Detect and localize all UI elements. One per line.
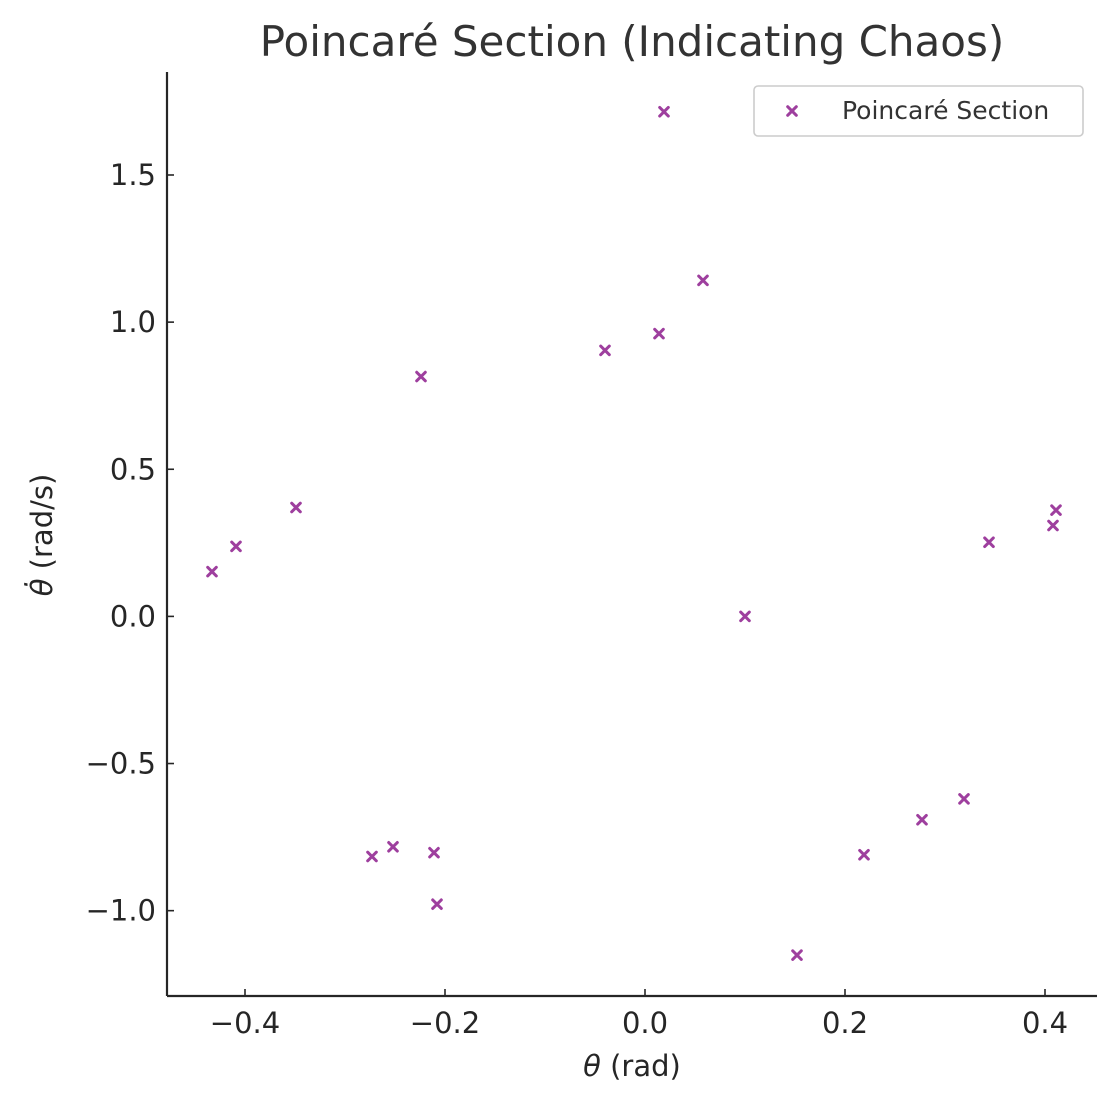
marker-stroke bbox=[916, 813, 928, 826]
legend-label: Poincaré Section bbox=[842, 96, 1049, 125]
data-point bbox=[366, 850, 378, 863]
legend-marker bbox=[786, 105, 798, 117]
data-point bbox=[387, 841, 399, 853]
x-axis-symbol: θ bbox=[583, 1049, 601, 1083]
marker-stroke bbox=[387, 841, 399, 853]
data-point bbox=[858, 848, 870, 861]
data-point bbox=[958, 793, 970, 805]
marker-stroke bbox=[653, 327, 665, 340]
marker-stroke bbox=[658, 105, 670, 118]
data-point bbox=[791, 949, 803, 961]
x-axis-label: θ (rad) bbox=[583, 1049, 681, 1083]
marker-stroke bbox=[431, 898, 443, 910]
marker-stroke bbox=[206, 565, 218, 578]
marker-stroke bbox=[858, 848, 870, 861]
data-point bbox=[428, 846, 440, 859]
marker-stroke bbox=[697, 274, 709, 287]
marker-stroke bbox=[599, 344, 611, 357]
x-axis-ticks: −0.4 −0.2 0.0 0.2 0.4 bbox=[210, 989, 1068, 1040]
data-point bbox=[230, 540, 242, 553]
data-point bbox=[1050, 504, 1062, 516]
data-point bbox=[983, 536, 995, 549]
legend-frame bbox=[753, 85, 1084, 137]
y-axis-ticks: −1.0 −0.5 0.0 0.5 1.0 1.5 bbox=[86, 158, 174, 928]
marker-stroke bbox=[791, 949, 803, 961]
y-tick-label: −0.5 bbox=[86, 747, 156, 781]
marker-stroke bbox=[958, 793, 970, 805]
marker-stroke bbox=[786, 105, 798, 117]
y-tick-label: −1.0 bbox=[86, 894, 156, 928]
x-tick-label: 0.4 bbox=[1022, 1006, 1068, 1040]
marker-stroke bbox=[1047, 519, 1059, 532]
x-tick-label: −0.4 bbox=[210, 1006, 280, 1040]
data-point bbox=[658, 105, 670, 118]
x-tick-label: −0.2 bbox=[410, 1006, 480, 1040]
x-tick-label: 0.0 bbox=[622, 1006, 668, 1040]
y-axis-unit: (rad/s) bbox=[25, 474, 59, 579]
data-point bbox=[653, 327, 665, 340]
data-point bbox=[290, 501, 302, 514]
data-point bbox=[697, 274, 709, 287]
data-point bbox=[916, 813, 928, 826]
data-point bbox=[431, 898, 443, 910]
marker-stroke bbox=[428, 846, 440, 859]
marker-stroke bbox=[739, 610, 751, 623]
x-axis-unit: (rad) bbox=[601, 1049, 681, 1083]
marker-stroke bbox=[1050, 504, 1062, 516]
marker-stroke bbox=[366, 850, 378, 863]
x-tick-label: 0.2 bbox=[822, 1006, 868, 1040]
chart-title: Poincaré Section (Indicating Chaos) bbox=[260, 17, 1005, 66]
y-tick-label: 1.0 bbox=[110, 305, 156, 339]
marker-stroke bbox=[290, 501, 302, 514]
marker-stroke bbox=[415, 370, 427, 383]
y-axis-symbol: θ̇ bbox=[25, 578, 59, 596]
data-point bbox=[206, 565, 218, 578]
data-point bbox=[599, 344, 611, 357]
y-axis-label: θ̇ (rad/s) bbox=[25, 474, 59, 597]
legend: Poincaré Section bbox=[753, 85, 1084, 137]
y-tick-label: 0.0 bbox=[110, 599, 156, 633]
marker-stroke bbox=[230, 540, 242, 553]
data-point bbox=[415, 370, 427, 383]
data-point bbox=[739, 610, 751, 623]
legend-marker-icon bbox=[786, 105, 798, 117]
marker-stroke bbox=[983, 536, 995, 549]
data-point bbox=[1047, 519, 1059, 532]
y-tick-label: 0.5 bbox=[110, 452, 156, 486]
data-points bbox=[206, 105, 1062, 961]
y-tick-label: 1.5 bbox=[110, 158, 156, 192]
